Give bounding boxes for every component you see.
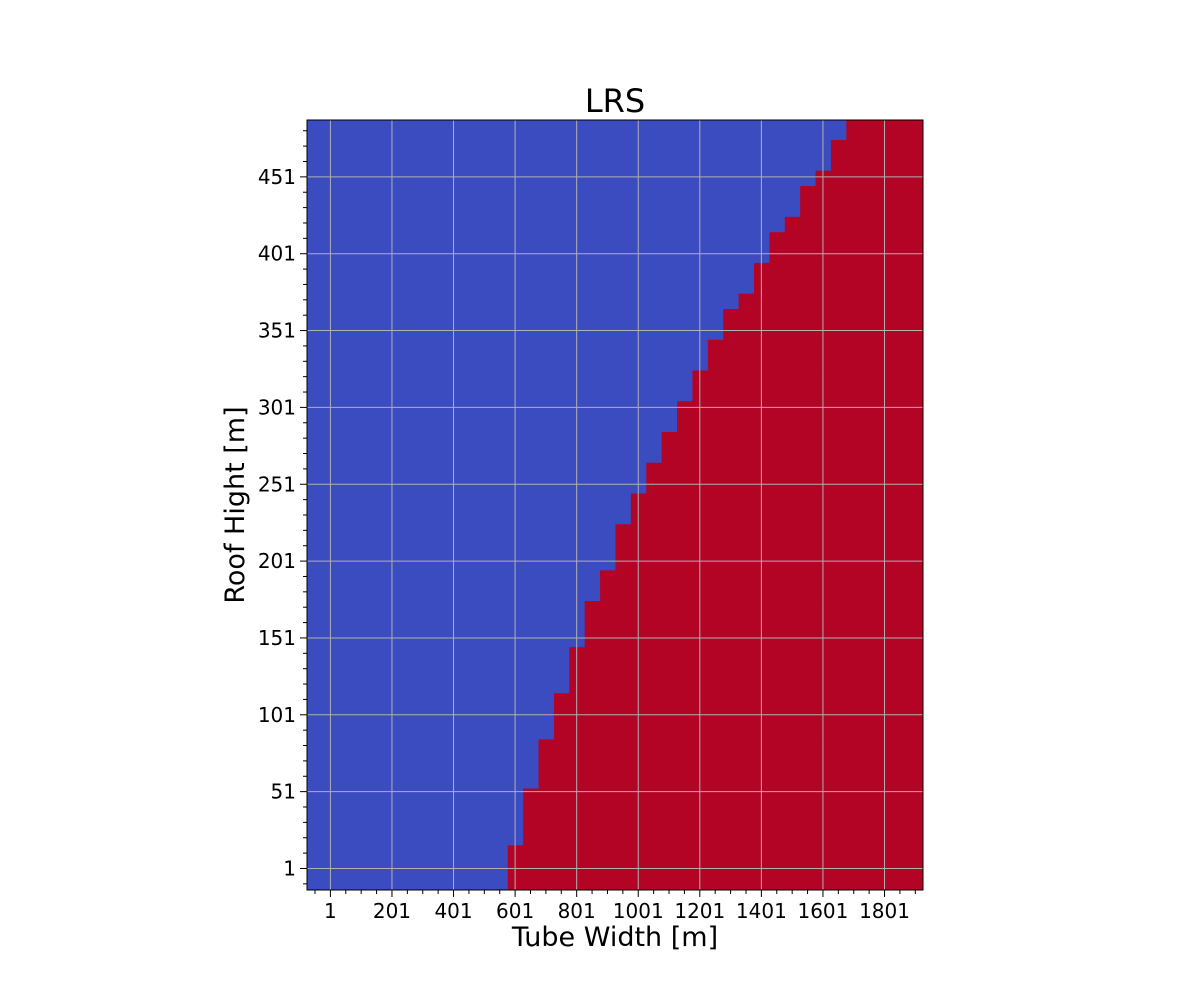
heatmap-high-band — [784, 216, 923, 233]
heatmap-high-band — [584, 601, 923, 648]
heatmap-high-band — [661, 431, 923, 464]
heatmap-high-band — [830, 139, 923, 172]
heatmap-high-band — [615, 524, 923, 571]
heatmap-high-band — [538, 739, 923, 790]
x-tick-label: 1 — [324, 899, 337, 923]
heatmap-high-band — [553, 693, 923, 740]
x-axis-ticks: 1 201 401 601 801 1001 1201 1401 1601 1801 — [314, 890, 916, 923]
heatmap-high-band — [769, 232, 923, 264]
x-tick-label: 601 — [496, 899, 534, 923]
x-tick-label: 1601 — [797, 899, 848, 923]
grid-lines — [307, 120, 923, 890]
heatmap-high-band — [815, 170, 923, 187]
heatmap-high-band — [738, 293, 923, 310]
y-tick-label: 1 — [283, 856, 296, 880]
heatmap-high-band — [507, 845, 923, 891]
plot-frame — [306, 119, 924, 891]
x-tick-label: 1801 — [859, 899, 910, 923]
y-tick-label: 301 — [258, 395, 296, 419]
y-tick-label: 201 — [258, 549, 296, 573]
chart-title: LRS — [585, 82, 645, 120]
heatmap-high-band — [692, 370, 923, 402]
y-tick-label: 51 — [271, 780, 296, 804]
y-tick-label: 351 — [258, 319, 296, 343]
x-tick-label: 1401 — [736, 899, 787, 923]
heatmap-high-band — [677, 401, 923, 433]
x-tick-label: 201 — [373, 899, 411, 923]
x-tick-label: 1201 — [674, 899, 725, 923]
y-tick-label: 451 — [258, 165, 296, 189]
heatmap-high-band — [569, 647, 923, 694]
x-tick-label: 401 — [434, 899, 472, 923]
y-tick-label: 401 — [258, 242, 296, 266]
heatmap-high-band — [646, 462, 923, 494]
x-axis-label: Tube Width [m] — [511, 922, 718, 953]
heatmap-high-band — [523, 788, 923, 846]
y-axis-label: Roof Hight [m] — [220, 406, 251, 603]
heatmap-high-band — [630, 493, 923, 525]
heatmap-high-band — [753, 262, 923, 295]
y-tick-label: 251 — [258, 472, 296, 496]
x-tick-label: 801 — [558, 899, 596, 923]
y-tick-label: 151 — [258, 626, 296, 650]
heatmap-high-band — [800, 186, 923, 218]
heatmap-high-band — [707, 339, 923, 372]
y-tick-label: 101 — [258, 703, 296, 727]
plot-area — [307, 120, 923, 891]
x-tick-label: 1001 — [613, 899, 664, 923]
